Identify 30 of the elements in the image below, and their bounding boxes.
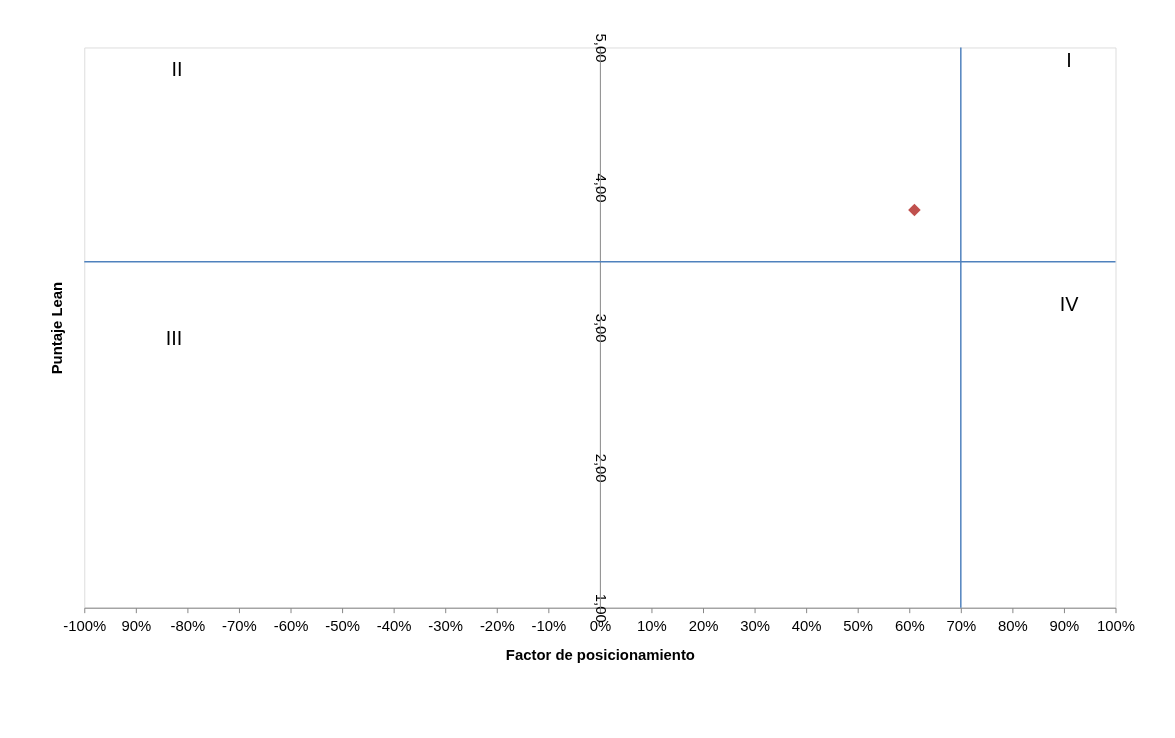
annotation: II: [171, 57, 183, 80]
x-tick-label: -30%: [428, 618, 464, 634]
x-tick-label: 90%: [121, 618, 152, 634]
x-tick-label: 100%: [1096, 618, 1136, 634]
annotation: IV: [1059, 293, 1080, 316]
x-tick-label: 90%: [1049, 618, 1080, 634]
x-tick-label: 70%: [946, 618, 977, 634]
y-tick-label: 5,00: [593, 33, 610, 63]
x-tick-label: -70%: [222, 618, 257, 634]
x-tick-label: -50%: [325, 618, 360, 634]
x-tick-label: 30%: [740, 618, 770, 634]
x-tick-label: 50%: [843, 618, 874, 634]
x-tick-label: 20%: [688, 618, 719, 634]
x-tick-label: -20%: [479, 618, 515, 634]
x-axis-title: Factor de posicionamiento: [505, 646, 695, 663]
x-tick-label: -80%: [170, 618, 206, 634]
y-axis-title: Puntaje Lean: [48, 281, 65, 375]
y-tick-label: 4,00: [593, 173, 610, 203]
annotation: III: [165, 326, 183, 349]
y-tick-label: 2,00: [593, 453, 610, 483]
annotation: I: [1066, 49, 1072, 72]
x-tick-label: -60%: [273, 618, 309, 634]
y-tick-label: 3,00: [593, 313, 610, 343]
x-tick-label: -10%: [531, 618, 567, 634]
x-tick-label: 40%: [791, 618, 822, 634]
x-tick-label: 60%: [894, 618, 925, 634]
x-tick-label: -40%: [376, 618, 412, 634]
x-tick-label: 80%: [998, 618, 1028, 634]
x-tick-label: 10%: [637, 618, 667, 634]
x-tick-label: -100%: [63, 618, 107, 634]
